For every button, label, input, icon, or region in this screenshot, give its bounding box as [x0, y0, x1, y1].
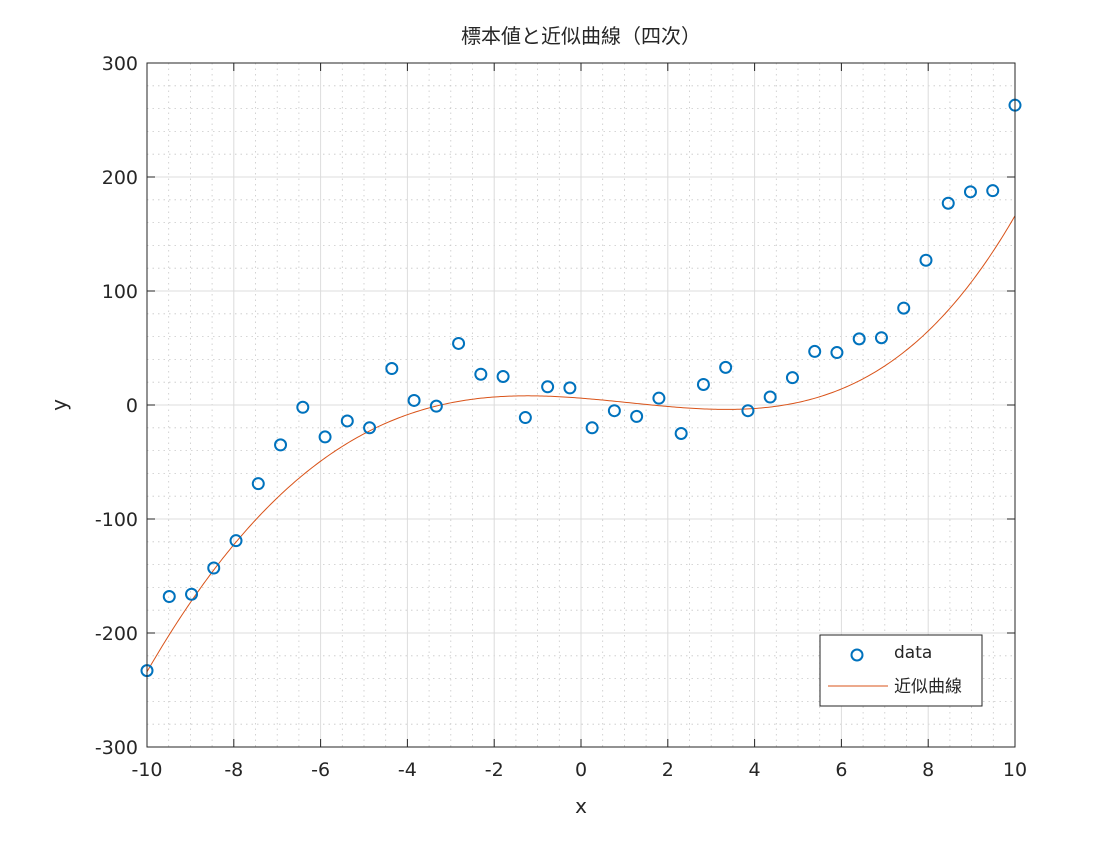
x-tick-label: 0 — [575, 759, 587, 781]
data-point — [452, 336, 466, 350]
data-point — [830, 346, 844, 360]
x-tick-label: -10 — [131, 759, 162, 781]
data-point — [785, 371, 799, 385]
data-point — [518, 411, 532, 425]
data-point — [963, 185, 977, 199]
legend-label-data: data — [894, 643, 932, 663]
x-tick-label: -2 — [485, 759, 504, 781]
data-point — [874, 331, 888, 345]
legend: data 近似曲線 — [819, 634, 983, 707]
tick-marks — [146, 62, 1016, 748]
data-marker-layer — [140, 98, 1022, 678]
x-tick-label: -8 — [224, 759, 243, 781]
data-point — [585, 421, 599, 435]
x-tick-label: 8 — [922, 759, 934, 781]
data-point — [808, 344, 822, 358]
data-point — [986, 184, 1000, 198]
fit-curve-line — [146, 215, 1016, 673]
x-tick-labels: -10 -8 -6 -4 -2 0 2 4 6 8 10 — [131, 759, 1027, 781]
data-point — [474, 367, 488, 381]
y-tick-label: 0 — [126, 395, 138, 417]
data-point — [652, 391, 666, 405]
y-axis-label: y — [47, 399, 71, 411]
x-tick-label: 2 — [662, 759, 674, 781]
y-tick-label: -100 — [95, 509, 138, 531]
data-point — [674, 427, 688, 440]
x-tick-label: 10 — [1003, 759, 1027, 781]
legend-label-fit: 近似曲線 — [894, 677, 962, 697]
x-tick-label: 4 — [749, 759, 761, 781]
legend-box — [819, 634, 983, 707]
data-point — [318, 430, 332, 444]
data-point — [763, 390, 777, 404]
data-point — [207, 561, 221, 575]
data-point — [274, 438, 288, 452]
data-point — [429, 399, 443, 413]
data-point — [296, 400, 310, 414]
data-point — [541, 380, 555, 394]
fit-curve-layer — [146, 215, 1016, 673]
data-point — [607, 404, 621, 418]
data-point — [251, 477, 265, 491]
data-point — [919, 253, 933, 267]
y-tick-labels: -300 -200 -100 0 100 200 300 — [95, 53, 138, 759]
data-point — [897, 301, 911, 315]
y-tick-label: -300 — [95, 737, 138, 759]
data-point — [363, 421, 377, 435]
x-tick-label: -4 — [398, 759, 417, 781]
data-point — [941, 196, 955, 210]
data-point — [185, 587, 199, 601]
y-tick-label: 200 — [102, 167, 138, 189]
legend-marker-data — [850, 648, 864, 662]
data-point — [630, 409, 644, 423]
data-point — [741, 404, 755, 418]
x-tick-label: -6 — [311, 759, 330, 781]
x-axis-label: x — [575, 794, 587, 818]
data-point — [852, 332, 866, 346]
y-tick-label: 100 — [102, 281, 138, 303]
data-point — [496, 370, 510, 383]
y-tick-label: -200 — [95, 623, 138, 645]
data-point — [696, 377, 710, 391]
data-point — [407, 393, 421, 407]
data-point — [340, 414, 354, 428]
x-tick-label: 6 — [835, 759, 847, 781]
chart-title: 標本値と近似曲線（四次） — [461, 24, 701, 48]
y-tick-label: 300 — [102, 53, 138, 75]
data-point — [162, 590, 176, 604]
data-point — [563, 381, 577, 395]
data-point — [719, 360, 733, 374]
data-point — [385, 362, 399, 376]
data-point — [229, 534, 243, 548]
